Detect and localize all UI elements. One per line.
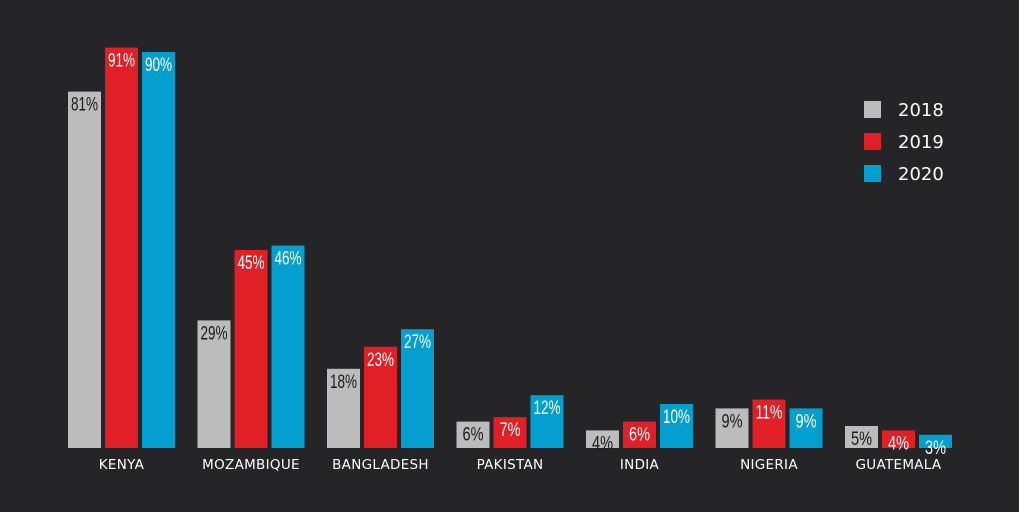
category-labels: KENYA MOZAMBIQUE BANGLADESH PAKISTAN INDIA NI… (99, 457, 942, 473)
bar-kenya-2018 (68, 91, 101, 448)
bar-nigeria-2020 (789, 408, 823, 448)
bar-value-label: 45% (238, 253, 265, 274)
bar-bangladesh-2018 (327, 368, 360, 448)
bar-value-label: 4% (592, 433, 613, 454)
category-label: GUATEMALA (856, 457, 942, 473)
bar-value-label: 7% (500, 420, 521, 441)
bar-value-label: 6% (629, 425, 650, 446)
bar-value-label: 3% (925, 438, 946, 459)
bar-value-label: 4% (888, 433, 909, 454)
bar-value-label: 11% (756, 403, 783, 424)
bar-kenya-2019 (105, 47, 138, 448)
bar-guatemala-2019 (882, 430, 915, 448)
bar-india-2019 (623, 421, 656, 448)
bar-value-label: 12% (534, 398, 561, 419)
bar-mozambique-2020 (271, 245, 305, 448)
bar-value-label: 9% (722, 411, 743, 432)
legend: 2018 2019 2020 (864, 100, 944, 185)
bar-value-label: 23% (367, 350, 394, 371)
bars-group: 81% 91% 90% 29% 45% 46% 18% 23% 27% 6% 7% 12% 4% 6% 10… (68, 47, 952, 459)
bar-value-label: 6% (463, 425, 484, 446)
category-label: MOZAMBIQUE (202, 457, 300, 473)
bar-india-2020 (660, 404, 693, 448)
bar-value-label: 81% (71, 95, 98, 116)
bar-bangladesh-2019 (364, 346, 397, 448)
bar-value-label: 18% (330, 372, 357, 393)
bar-mozambique-2018 (197, 320, 231, 448)
bar-value-label: 27% (404, 332, 431, 353)
category-label: NIGERIA (740, 457, 798, 473)
bar-value-label: 9% (796, 411, 817, 432)
bar-value-label: 90% (145, 55, 172, 76)
bar-guatemala-2020 (919, 434, 952, 448)
bar-value-label: 5% (851, 429, 872, 450)
bar-nigeria-2019 (752, 399, 786, 448)
bar-bangladesh-2020 (401, 329, 434, 448)
legend-swatch-2020 (864, 165, 881, 182)
bar-mozambique-2019 (234, 250, 268, 448)
legend-swatch-2018 (864, 101, 881, 118)
legend-label-2019: 2019 (898, 132, 944, 153)
legend-label-2018: 2018 (898, 100, 944, 121)
category-label: INDIA (620, 457, 660, 473)
category-label: PAKISTAN (477, 457, 544, 473)
legend-swatch-2019 (864, 133, 881, 150)
bar-value-label: 46% (275, 249, 302, 270)
bar-india-2018 (586, 430, 619, 448)
bar-pakistan-2020 (530, 395, 564, 448)
bar-nigeria-2018 (715, 408, 749, 448)
bar-pakistan-2018 (456, 421, 490, 448)
category-label: BANGLADESH (332, 457, 429, 473)
bar-pakistan-2019 (493, 417, 527, 448)
bar-value-label: 91% (108, 51, 135, 72)
bar-guatemala-2018 (845, 426, 878, 448)
bar-value-label: 10% (663, 407, 690, 428)
legend-label-2020: 2020 (898, 164, 944, 185)
bar-value-label: 29% (201, 323, 228, 344)
bar-kenya-2020 (142, 52, 175, 448)
category-label: KENYA (99, 457, 145, 473)
